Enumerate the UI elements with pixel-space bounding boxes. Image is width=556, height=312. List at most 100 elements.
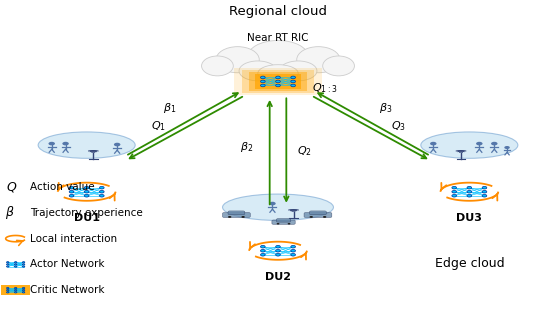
Circle shape	[482, 190, 487, 193]
Circle shape	[69, 190, 74, 193]
Ellipse shape	[38, 132, 135, 158]
Circle shape	[482, 186, 487, 189]
Circle shape	[85, 194, 89, 197]
Circle shape	[323, 216, 326, 218]
FancyBboxPatch shape	[228, 211, 245, 215]
Circle shape	[291, 253, 295, 256]
Circle shape	[452, 194, 456, 197]
Ellipse shape	[239, 61, 276, 81]
FancyBboxPatch shape	[1, 285, 30, 295]
FancyBboxPatch shape	[310, 211, 326, 215]
Circle shape	[100, 190, 104, 193]
Text: DU1: DU1	[73, 213, 100, 223]
Text: Trajectory experience: Trajectory experience	[30, 208, 143, 218]
Circle shape	[62, 142, 69, 145]
Circle shape	[276, 246, 280, 248]
Text: Edge cloud: Edge cloud	[435, 257, 504, 270]
Circle shape	[276, 84, 280, 87]
Ellipse shape	[248, 41, 308, 73]
Circle shape	[85, 190, 89, 193]
Circle shape	[14, 266, 17, 267]
Circle shape	[228, 216, 231, 218]
Text: Regional cloud: Regional cloud	[229, 5, 327, 18]
Ellipse shape	[222, 194, 334, 221]
Circle shape	[276, 253, 280, 256]
Text: Near RT RIC: Near RT RIC	[247, 33, 309, 43]
Circle shape	[276, 249, 280, 252]
Circle shape	[452, 190, 456, 193]
Circle shape	[277, 223, 280, 225]
Text: Actor Network: Actor Network	[30, 259, 105, 269]
FancyBboxPatch shape	[242, 70, 314, 93]
Text: Action value: Action value	[30, 182, 95, 192]
Circle shape	[261, 84, 265, 87]
Text: $\beta$: $\beta$	[4, 204, 14, 221]
Circle shape	[100, 194, 104, 197]
Circle shape	[114, 143, 121, 146]
Circle shape	[261, 246, 265, 248]
Circle shape	[291, 80, 295, 83]
Circle shape	[467, 186, 471, 189]
Circle shape	[504, 146, 510, 149]
Circle shape	[14, 264, 17, 265]
Ellipse shape	[280, 61, 317, 81]
Text: $Q_1$: $Q_1$	[151, 119, 166, 134]
Circle shape	[85, 186, 89, 189]
Circle shape	[48, 142, 55, 145]
Text: Critic Network: Critic Network	[30, 285, 105, 295]
Ellipse shape	[202, 56, 234, 76]
Text: $\beta_2$: $\beta_2$	[240, 140, 253, 154]
Circle shape	[14, 290, 17, 291]
Circle shape	[291, 76, 295, 79]
Circle shape	[261, 80, 265, 83]
Circle shape	[241, 216, 245, 218]
Circle shape	[291, 249, 295, 252]
Circle shape	[14, 292, 17, 293]
Text: $Q_{1:3}$: $Q_{1:3}$	[312, 81, 338, 95]
Circle shape	[287, 223, 290, 225]
Ellipse shape	[258, 65, 298, 82]
Text: $\beta_1$: $\beta_1$	[163, 101, 176, 115]
FancyBboxPatch shape	[255, 74, 301, 89]
Text: DU3: DU3	[456, 213, 482, 223]
Ellipse shape	[216, 47, 259, 73]
Circle shape	[14, 261, 17, 263]
FancyBboxPatch shape	[249, 72, 307, 90]
FancyBboxPatch shape	[222, 212, 250, 217]
Circle shape	[7, 287, 9, 289]
Circle shape	[482, 194, 487, 197]
Circle shape	[467, 194, 471, 197]
Circle shape	[467, 190, 471, 193]
Circle shape	[269, 202, 276, 205]
Circle shape	[476, 142, 483, 145]
Circle shape	[100, 186, 104, 189]
Text: $Q$: $Q$	[6, 180, 17, 194]
Text: $Q_2$: $Q_2$	[297, 144, 312, 158]
Text: $Q_3$: $Q_3$	[391, 119, 406, 134]
Circle shape	[69, 194, 74, 197]
Circle shape	[7, 290, 9, 291]
Ellipse shape	[297, 47, 340, 73]
Circle shape	[261, 249, 265, 252]
FancyBboxPatch shape	[276, 219, 291, 222]
Circle shape	[22, 264, 25, 265]
Circle shape	[7, 292, 9, 293]
Circle shape	[22, 261, 25, 263]
Circle shape	[14, 287, 17, 289]
Circle shape	[22, 266, 25, 267]
FancyBboxPatch shape	[234, 67, 322, 95]
Ellipse shape	[421, 132, 518, 158]
Circle shape	[291, 84, 295, 87]
Circle shape	[69, 186, 74, 189]
Circle shape	[310, 216, 313, 218]
Circle shape	[261, 253, 265, 256]
Circle shape	[452, 186, 456, 189]
Ellipse shape	[322, 56, 354, 76]
Circle shape	[22, 287, 25, 289]
FancyBboxPatch shape	[272, 220, 295, 224]
Text: $\beta_3$: $\beta_3$	[379, 101, 393, 115]
Circle shape	[22, 292, 25, 293]
Circle shape	[261, 76, 265, 79]
Circle shape	[491, 142, 498, 145]
Circle shape	[7, 261, 9, 263]
